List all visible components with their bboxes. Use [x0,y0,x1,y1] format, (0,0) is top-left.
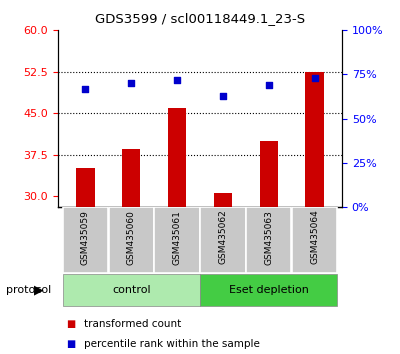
Bar [109,207,154,273]
Text: GDS3599 / scl00118449.1_23-S: GDS3599 / scl00118449.1_23-S [95,12,305,25]
Text: GSM435061: GSM435061 [172,210,182,264]
Text: control: control [112,285,151,295]
Bar [200,274,338,306]
Point [128,80,134,86]
Text: GSM435062: GSM435062 [218,210,228,264]
Text: ■: ■ [66,339,75,349]
Point [266,82,272,88]
Text: GSM435060: GSM435060 [127,210,136,264]
Text: Eset depletion: Eset depletion [229,285,309,295]
Text: protocol: protocol [6,285,51,295]
Bar [305,72,324,207]
Bar [63,207,108,273]
Bar [214,193,232,207]
Bar [292,207,337,273]
Bar [246,207,291,273]
Point [82,86,89,91]
Bar [168,108,186,207]
Bar [76,169,95,207]
Bar [200,207,246,273]
Text: ■: ■ [66,319,75,329]
Point [220,93,226,98]
Text: GSM435063: GSM435063 [264,210,273,264]
Text: percentile rank within the sample: percentile rank within the sample [84,339,260,349]
Point [311,75,318,81]
Text: GSM435059: GSM435059 [81,210,90,264]
Point [174,77,180,82]
Bar [62,274,200,306]
Bar [154,207,200,273]
Text: GSM435064: GSM435064 [310,210,319,264]
Bar [122,149,140,207]
Text: transformed count: transformed count [84,319,181,329]
Bar [260,141,278,207]
Text: ▶: ▶ [34,284,44,297]
